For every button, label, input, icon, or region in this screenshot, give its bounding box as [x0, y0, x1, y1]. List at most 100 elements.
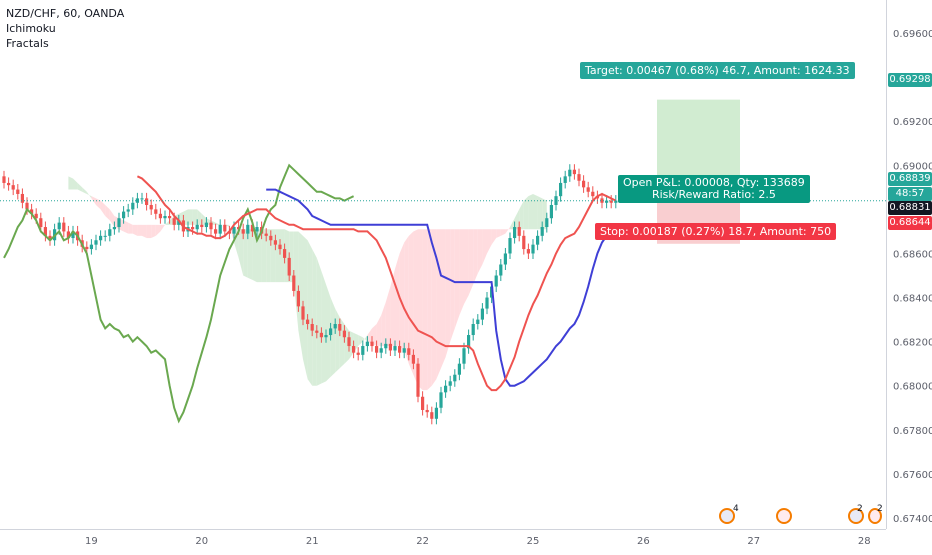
cloud-segment [459, 229, 464, 316]
candle-body [609, 200, 613, 203]
candle-body [145, 198, 149, 205]
candle-body [549, 204, 553, 219]
candle-body [513, 227, 517, 239]
cloud-segment [82, 187, 87, 194]
cloud-segment [523, 196, 529, 230]
cloud-segment [431, 229, 437, 386]
ichimoku-cloud [68, 176, 547, 391]
candle-body [319, 332, 323, 338]
candle-body [306, 319, 310, 325]
candle-body [103, 235, 107, 237]
stop-label[interactable]: Stop: 0.00187 (0.27%) 18.7, Amount: 750 [595, 223, 837, 240]
candle-body [411, 354, 415, 364]
cloud-segment [404, 235, 409, 364]
candle-body [154, 209, 158, 214]
cloud-segment [280, 229, 285, 283]
candle-body [614, 200, 618, 203]
y-tick-label: 0.68600 [893, 249, 932, 260]
candle-body [402, 348, 406, 353]
x-tick-label: 20 [195, 536, 208, 547]
cloud-segment [261, 229, 267, 283]
open-pl-label[interactable]: Open P&L: 0.00008, Qty: 133689 Risk/Rewa… [618, 175, 810, 203]
cloud-segment [445, 229, 451, 358]
candle-body [94, 240, 98, 245]
cloud-segment [142, 224, 147, 239]
economic-event-icon[interactable] [719, 508, 735, 524]
candle-body [71, 231, 75, 239]
cloud-segment [303, 235, 308, 380]
cloud-segment [252, 229, 257, 283]
cloud-segment [321, 271, 326, 384]
cloud-segment [224, 224, 230, 228]
candle-body [462, 348, 466, 364]
candle-body [177, 220, 181, 225]
cloud-segment [109, 209, 115, 228]
cloud-segment [537, 196, 543, 230]
candle-body [30, 209, 34, 214]
price-chart[interactable] [0, 0, 886, 529]
y-tick-label: 0.67600 [893, 470, 932, 481]
candle-body [200, 224, 204, 228]
candle-body [379, 348, 383, 353]
cloud-segment [505, 227, 510, 234]
candle-body [600, 198, 604, 203]
entry-price-tag: 0.68831 [888, 201, 932, 215]
candle-body [522, 235, 526, 250]
cloud-segment [450, 229, 455, 342]
target-label[interactable]: Target: 0.00467 (0.68%) 46.7, Amount: 16… [580, 62, 855, 79]
candle-body [577, 174, 581, 181]
candle-body [416, 363, 420, 397]
candle-body [329, 328, 333, 336]
cloud-segment [510, 218, 515, 230]
event-count-c: 2 [877, 504, 883, 514]
candle-body [352, 346, 356, 353]
x-tick-label: 27 [747, 536, 760, 547]
cloud-segment [441, 229, 446, 369]
cloud-segment [77, 182, 83, 192]
dividend-event-icon[interactable] [776, 508, 792, 524]
cloud-segment [376, 315, 382, 347]
candle-body [471, 324, 475, 336]
cloud-segment [399, 242, 405, 351]
cloud-segment [473, 229, 478, 285]
event-count-b: 2 [857, 504, 863, 514]
candle-body [237, 227, 241, 230]
dividend-event-icon-2[interactable] [868, 508, 882, 524]
cloud-segment [326, 284, 331, 382]
cloud-segment [372, 324, 377, 347]
candle-body [393, 346, 397, 351]
candle-body [508, 238, 512, 254]
kijun-line [266, 188, 617, 387]
candle-body [57, 222, 61, 230]
candle-body [536, 235, 540, 245]
candle-body [255, 227, 259, 232]
fractals-label[interactable]: Fractals [6, 37, 49, 50]
cloud-segment [247, 229, 253, 280]
candle-body [246, 224, 250, 234]
candle-body [7, 182, 11, 186]
cloud-segment [155, 224, 161, 236]
cloud-segment [243, 229, 248, 278]
candle-body [563, 176, 567, 183]
candle-body [135, 198, 139, 203]
candle-body [476, 319, 480, 325]
cloud-segment [385, 286, 391, 347]
tenkan-line [136, 175, 617, 392]
candle-body [34, 213, 38, 219]
y-tick-label: 0.68400 [893, 294, 932, 305]
cloud-segment [266, 229, 271, 283]
symbol-label[interactable]: NZD/CHF, 60, OANDA [6, 7, 125, 20]
chart-legend[interactable]: NZD/CHF, 60, OANDA Ichimoku Fractals [6, 6, 124, 51]
time-axis[interactable]: 19 20 21 22 25 26 27 28 [0, 529, 886, 551]
candle-body [250, 224, 254, 232]
candle-body [310, 324, 314, 331]
candle-body [11, 185, 15, 190]
ichimoku-label[interactable]: Ichimoku [6, 22, 56, 35]
candle-body [195, 224, 199, 230]
x-tick-label: 28 [858, 536, 871, 547]
cloud-segment [100, 200, 106, 217]
y-tick-label: 0.69600 [893, 29, 932, 40]
economic-event-icon-2[interactable] [848, 508, 864, 524]
cloud-segment [491, 229, 497, 245]
cloud-segment [197, 209, 202, 225]
